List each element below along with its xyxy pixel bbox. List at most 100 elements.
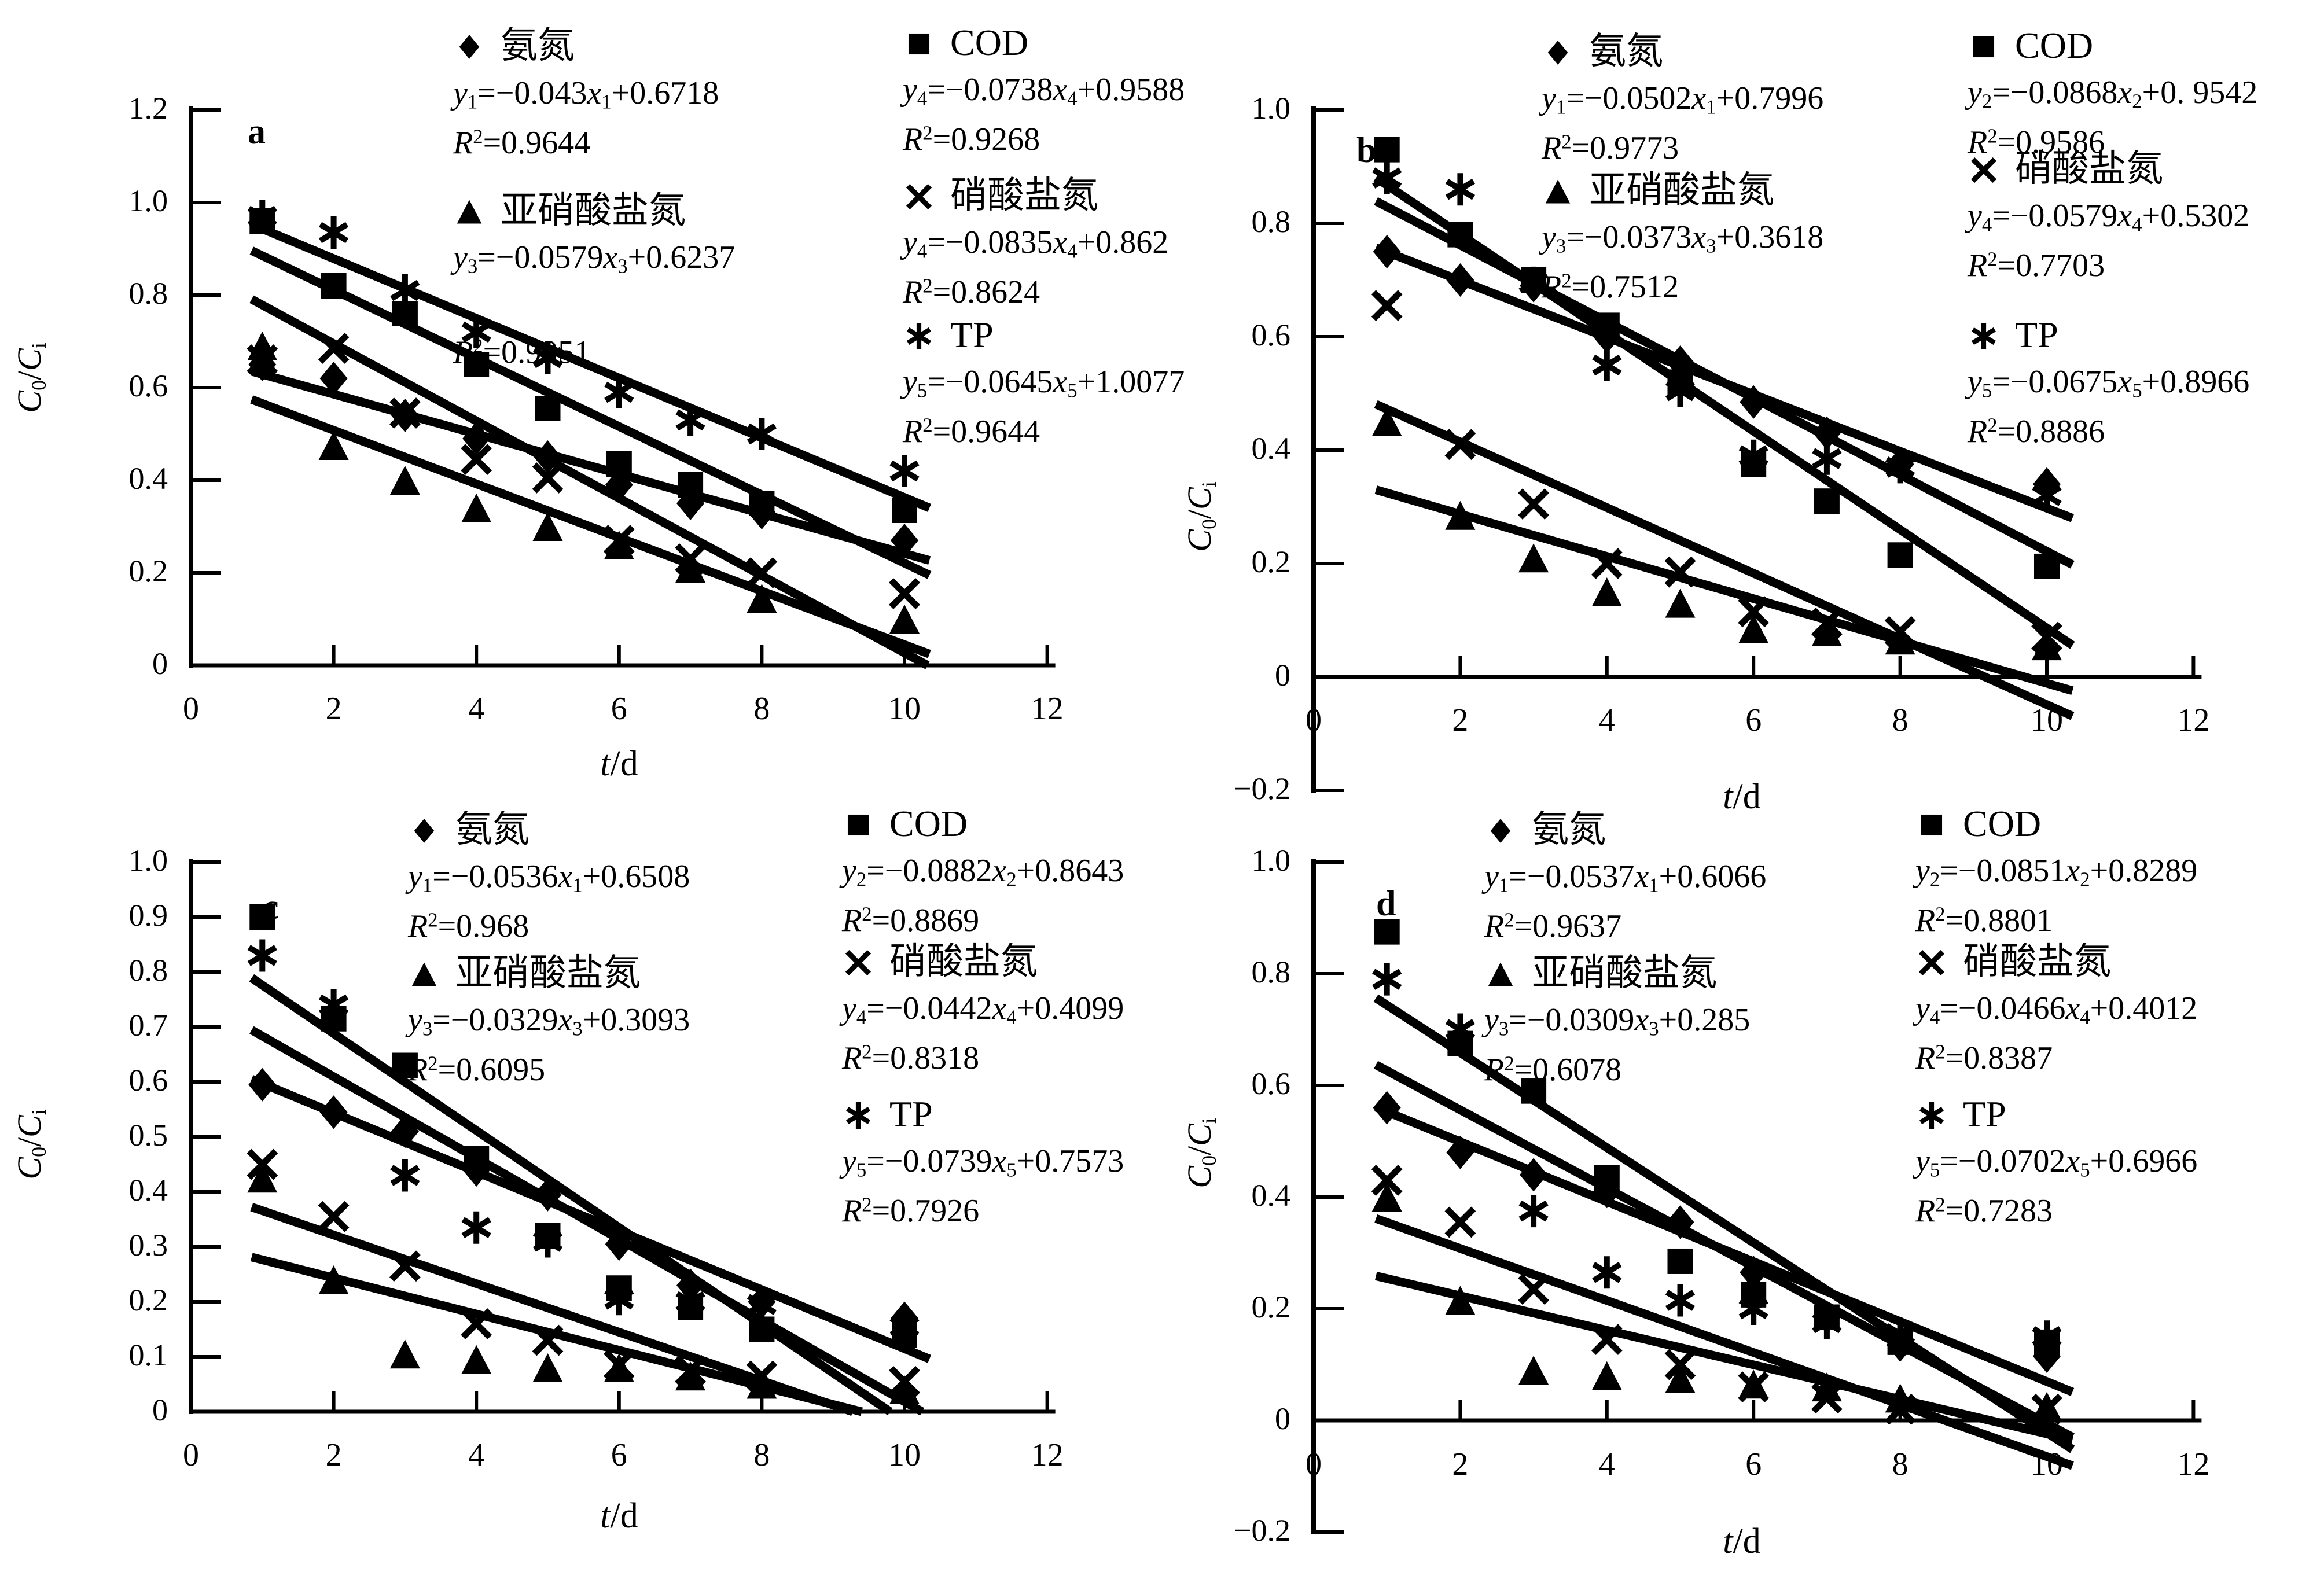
panel-a-legend-entry-0-name: 氨氮: [501, 25, 575, 66]
panel-b-series-2-point: [1445, 500, 1476, 530]
triangle-marker-icon: [411, 962, 437, 986]
panel-d-legend-entry-2-r-squared: R2=0.6078: [1484, 1052, 1622, 1088]
panel-a-legend-entry-2-name: 亚硝酸盐氮: [501, 190, 686, 231]
panel-a-legend-entry-1: COD: [903, 23, 1028, 62]
panel-a-series-1-point: [321, 273, 347, 299]
panel-b-series-2-point: [1665, 588, 1696, 618]
panel-b-series-3-point: [1884, 616, 1916, 647]
panel-c-legend-entry-0-name: 氨氮: [455, 809, 529, 850]
panel-a-xtick-label: 8: [753, 691, 770, 727]
panel-a-series-0-point: [319, 362, 348, 395]
panel-d-legend-entry-2-equation: y3=−0.0309x3+0.285: [1484, 1002, 1751, 1040]
panel-b-series-4-point: [1885, 456, 1915, 478]
panel-d-legend-entry-1-name: COD: [1963, 803, 2042, 844]
cross-marker-glyph: [845, 949, 872, 975]
panel-a-series-3-trendline: [249, 295, 930, 669]
panel-c-series-4-trendline: [249, 1026, 925, 1416]
panel-b-ytick-label: 0.8: [1251, 204, 1291, 239]
panel-b-series-1-point: [1447, 222, 1473, 248]
panel-b-series-1-point: [1887, 542, 1913, 568]
star-marker-icon: [907, 322, 931, 349]
panel-d-x-axis-title: t/d: [1723, 1522, 1761, 1561]
panel-d-series-1-point: [1374, 919, 1400, 945]
panel-b-legend-entry-1-equation: y2=−0.0868x2+0. 9542: [1968, 75, 2258, 113]
panel-c-series-3-trendline: [250, 1203, 854, 1416]
panel-a-ytick-label: 0.8: [128, 276, 168, 311]
panel-a-series-4-point: [747, 423, 777, 445]
panel-d-series-3-point: [1884, 1393, 1916, 1425]
panel-a-series-2-point: [532, 512, 563, 541]
panel-d-ytick-label: 0.8: [1251, 955, 1291, 989]
panel-a-ytick-label: 0.6: [128, 369, 168, 403]
panel-c-series-3-point: [675, 1354, 706, 1386]
panel-c-series-0-point: [534, 1177, 562, 1212]
panel-c-xtick-label: 10: [888, 1437, 921, 1473]
panel-d-legend-entry-3-equation: y4=−0.0466x4+0.4012: [1915, 991, 2198, 1029]
panel-b-legend-entry-3: 硝酸盐氮: [1968, 149, 2163, 188]
panel-c-series-4-point: [675, 1291, 705, 1313]
panel-d-series-2-trendline: [1374, 1272, 2074, 1444]
panel-d-ytick-label: −0.2: [1234, 1513, 1290, 1548]
panel-c-ytick-label: 0.1: [128, 1338, 168, 1372]
panel-a-series-0-point: [891, 524, 918, 557]
panel-a-series-2-point: [675, 554, 706, 583]
panel-a-legend-entry-1-r-squared: R2=0.9268: [903, 122, 1040, 157]
panel-c-series-3-point: [603, 1349, 635, 1381]
panel-a-series-2-point: [747, 584, 777, 613]
panel-c-ytick-label: 0.9: [128, 898, 168, 933]
panel-d-legend-entry-4-r-squared: R2=0.7283: [1915, 1193, 2053, 1229]
panel-b-series-4-point: [1592, 354, 1622, 376]
panel-a-series-2-trendline: [250, 395, 931, 658]
panel-b-series-4-point: [1445, 178, 1475, 200]
panel-d-xtick-label: 0: [1306, 1446, 1322, 1482]
panel-b-ytick-label: 0: [1275, 658, 1290, 693]
panel-c-series-3-point: [389, 1250, 421, 1282]
panel-a-legend-entry-2-r2-value: 0.9051: [501, 334, 591, 370]
panel-c-xtick-label: 6: [611, 1437, 627, 1473]
panel-c-series-3-point: [889, 1365, 920, 1397]
panel-d-xtick-label: 4: [1598, 1446, 1615, 1482]
panel-b-legend-entry-2: 亚硝酸盐氮: [1542, 171, 1774, 209]
panel-c-series-0-point: [676, 1268, 705, 1302]
panel-c-x-axis-title: t/d: [600, 1496, 638, 1536]
panel-a-legend-entry-1-name: COD: [950, 22, 1029, 63]
diamond-marker-icon: [1547, 40, 1568, 65]
panel-c-ytick-label: 0.2: [128, 1283, 168, 1317]
panel-b-series-3-point: [1811, 608, 1843, 639]
panel-d-legend-entry-4: TP: [1915, 1095, 2006, 1133]
panel-a-legend-entry-0: 氨氮: [453, 26, 575, 65]
cross-marker-icon: [845, 949, 872, 975]
panel-d-series-2-point: [1665, 1364, 1696, 1393]
panel-d-series-1-point: [1594, 1165, 1620, 1191]
panel-d-series-0-point: [1593, 1175, 1621, 1209]
panel-d-series-0-point: [1373, 1091, 1401, 1125]
panel-d-legend-entry-1-r2-value: 0.8801: [1963, 903, 2053, 938]
square-marker-icon: [847, 814, 869, 835]
panel-b-series-3-point: [2031, 621, 2062, 653]
square-marker-icon: [908, 33, 930, 54]
triangle-marker-glyph: [1545, 179, 1571, 204]
panel-a-legend-entry-1-r2-value: 0.9268: [951, 122, 1040, 157]
panel-b-x-axis-title: t/d: [1723, 777, 1761, 816]
triangle-marker-icon: [457, 200, 482, 224]
panel-d-legend-entry-2-r2-value: 0.6078: [1532, 1052, 1622, 1088]
star-marker-glyph: [1972, 327, 1996, 345]
panel-d-legend-entry-3-r2-value: 0.8387: [1963, 1040, 2053, 1076]
panel-a-legend-entry-4-equation: y5=−0.0645x5+1.0077: [903, 364, 1185, 402]
panel-c-ytick-label: 0.7: [128, 1008, 168, 1043]
panel-a-legend-entry-0-equation: y1=−0.043x1+0.6718: [453, 75, 719, 113]
panel-c-legend-entry-3-name: 硝酸盐氮: [889, 941, 1038, 982]
panel-d-series-3-point: [1371, 1165, 1403, 1196]
panel-d-series-0-point: [1520, 1158, 1548, 1192]
panel-a-series-3-point: [389, 397, 421, 429]
panel-b-series-2-point: [1518, 543, 1549, 573]
panel-c-xtick-label: 0: [183, 1437, 199, 1473]
panel-a-legend-entry-1-equation: y4=−0.0738x4+0.9588: [903, 72, 1185, 110]
diamond-marker-glyph: [1490, 818, 1511, 843]
panel-b-xtick-label: 6: [1745, 702, 1762, 738]
panel-c-series-3-point: [318, 1201, 350, 1232]
panel-d-xtick-label: 8: [1892, 1446, 1909, 1482]
panel-b-series-2-point: [1738, 614, 1769, 643]
panel-b-legend-entry-0-name: 氨氮: [1589, 31, 1663, 72]
